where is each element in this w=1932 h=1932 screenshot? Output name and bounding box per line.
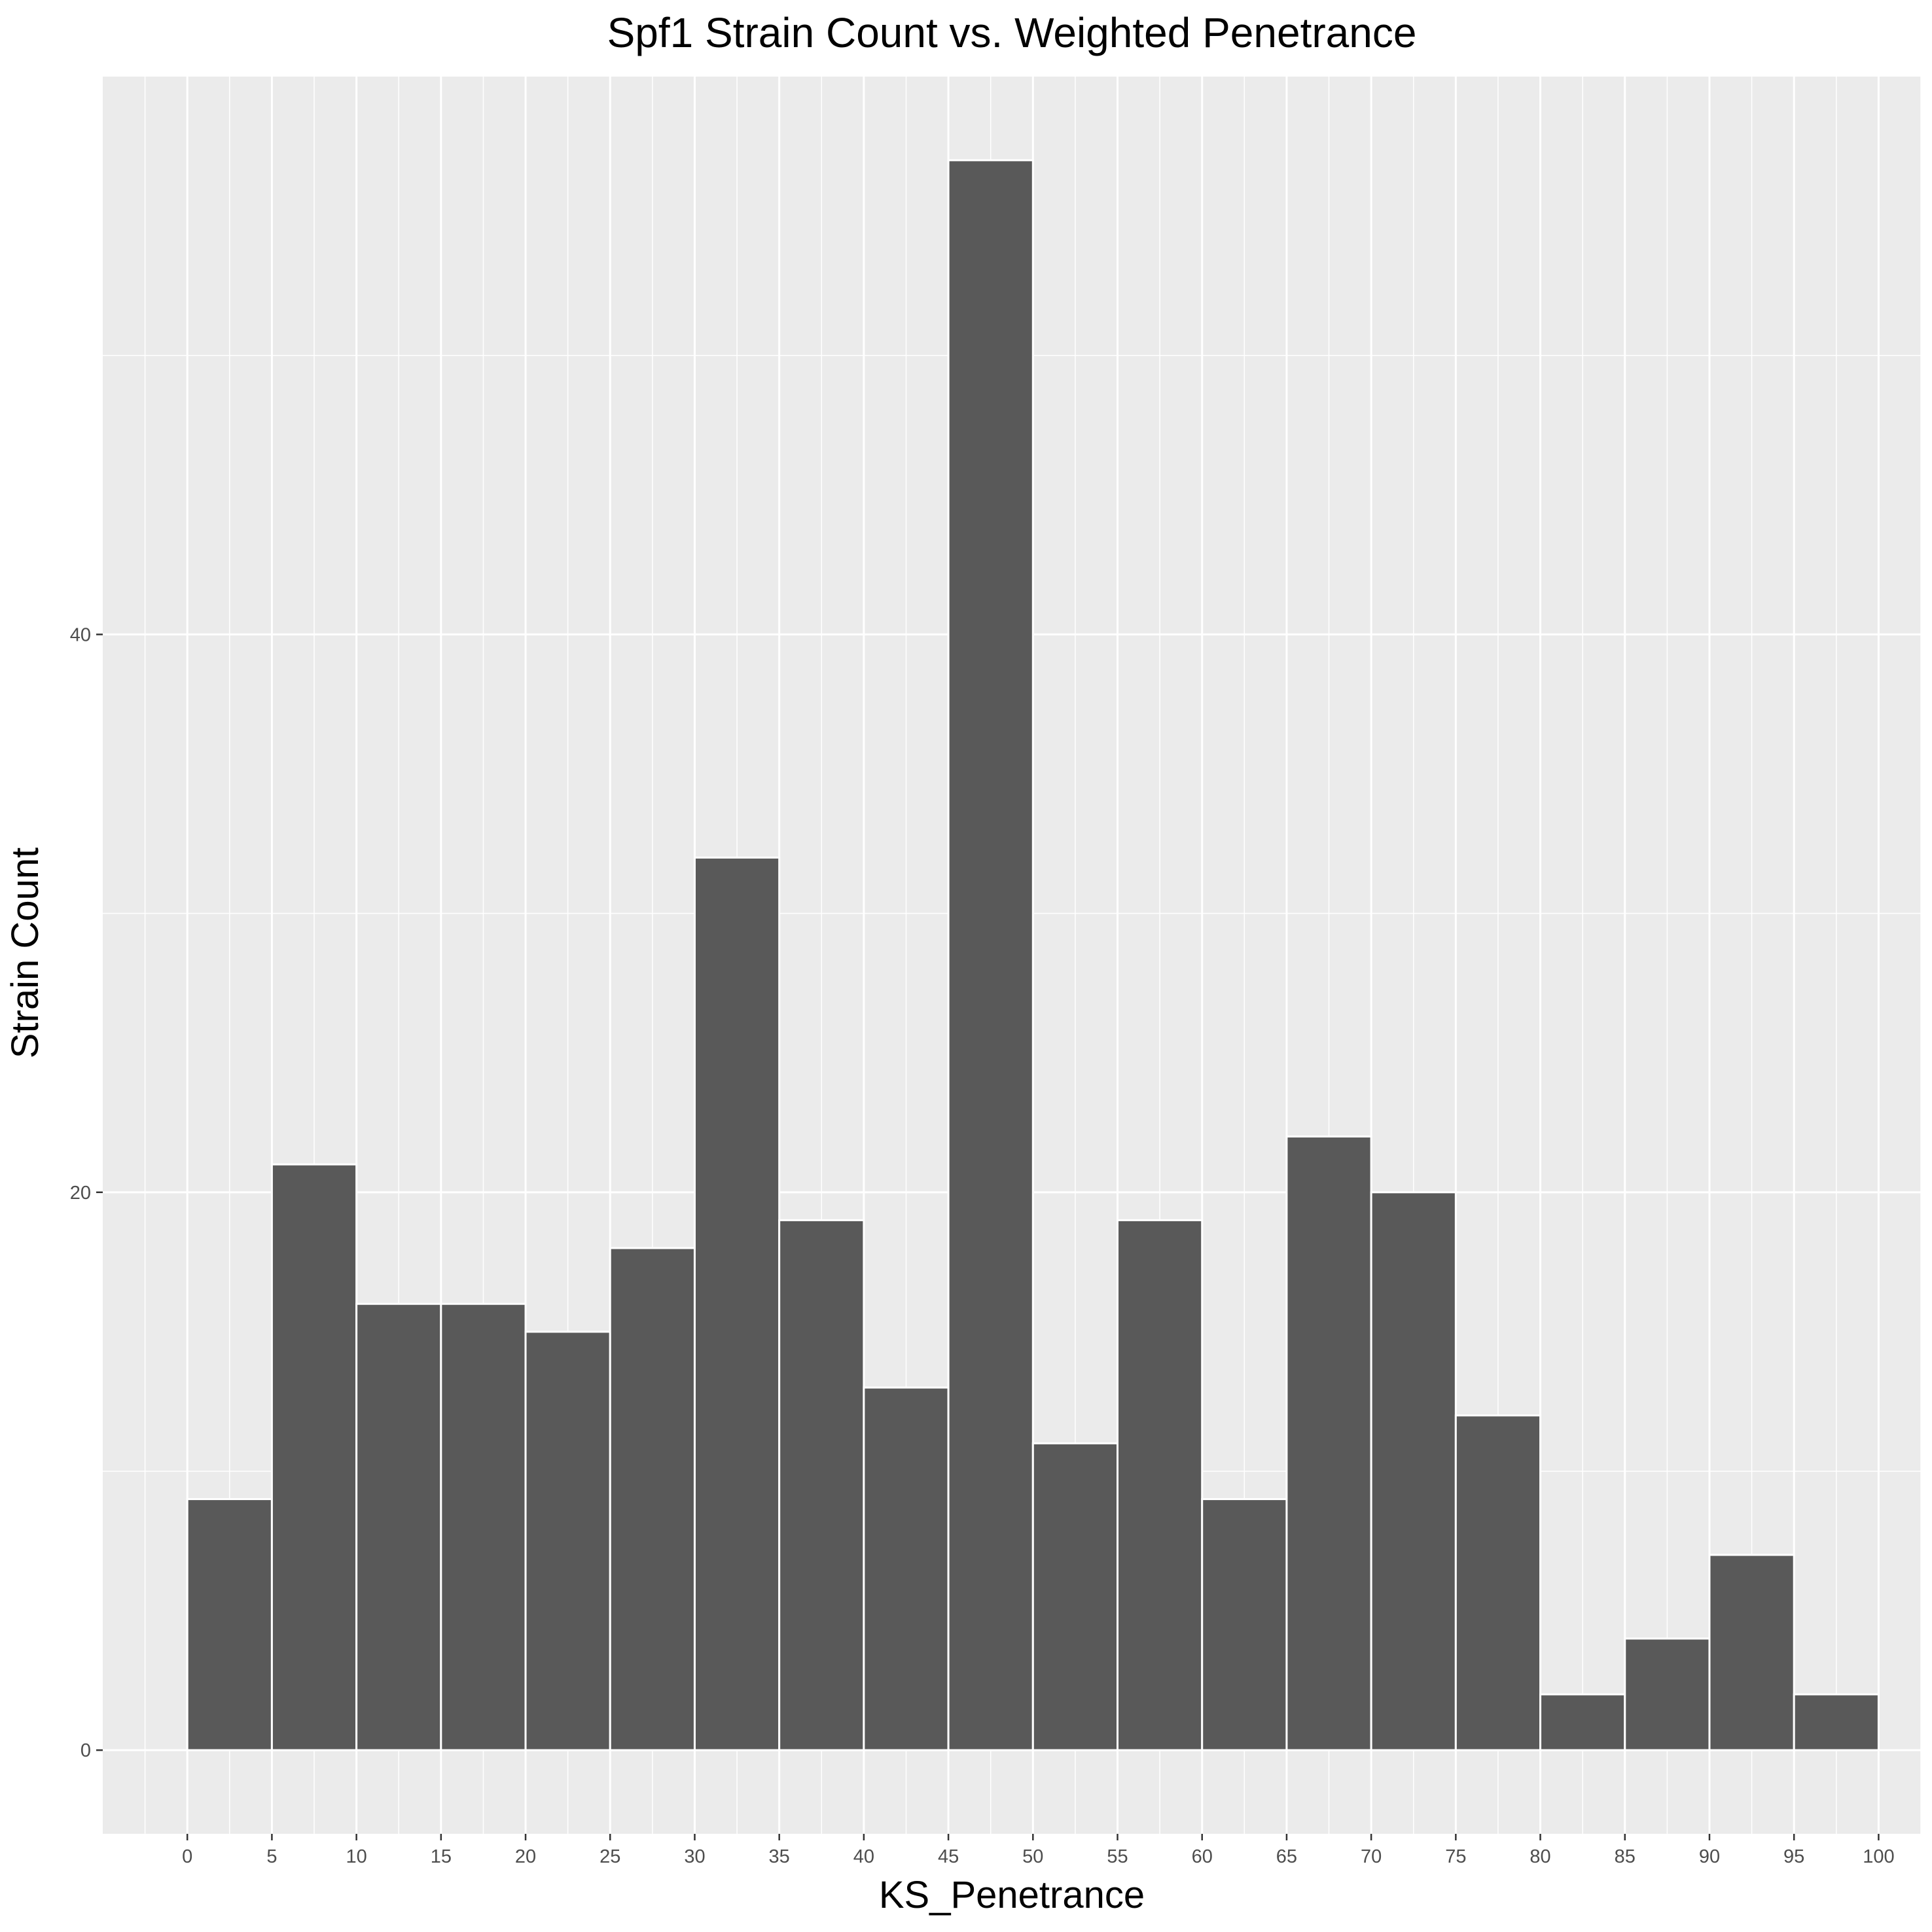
x-tick-label: 100 bbox=[1863, 1846, 1894, 1867]
histogram-bar bbox=[186, 1498, 273, 1751]
x-tick-label: 90 bbox=[1699, 1846, 1720, 1867]
histogram-bar bbox=[1201, 1498, 1288, 1751]
histogram-bar bbox=[1793, 1693, 1880, 1751]
x-tick-label: 50 bbox=[1022, 1846, 1043, 1867]
histogram-bar bbox=[1031, 1442, 1119, 1751]
histogram-bar bbox=[1285, 1136, 1372, 1751]
y-axis: 0 20 40 bbox=[70, 624, 103, 1761]
x-tick-label: 80 bbox=[1530, 1846, 1550, 1867]
x-tick-label: 40 bbox=[853, 1846, 874, 1867]
x-tick-label: 15 bbox=[431, 1846, 452, 1867]
histogram-bar bbox=[609, 1247, 696, 1751]
histogram-bars bbox=[186, 159, 1880, 1751]
histogram-bar bbox=[1454, 1414, 1542, 1751]
x-tick-label: 20 bbox=[515, 1846, 536, 1867]
histogram-bar bbox=[947, 159, 1034, 1751]
x-tick-label: 35 bbox=[769, 1846, 790, 1867]
x-tick-label: 95 bbox=[1783, 1846, 1804, 1867]
histogram-bar bbox=[1624, 1637, 1711, 1751]
histogram-bar bbox=[1539, 1693, 1626, 1751]
x-tick-label: 65 bbox=[1276, 1846, 1297, 1867]
y-tick-label: 0 bbox=[80, 1740, 91, 1761]
y-tick-label: 20 bbox=[70, 1183, 91, 1204]
histogram-bar bbox=[778, 1219, 865, 1751]
y-tick-label: 40 bbox=[70, 624, 91, 645]
histogram-bar bbox=[524, 1331, 611, 1751]
x-axis: 0 5 10 15 20 25 30 35 40 45 50 55 60 65 70 75 80 85 90 95 10… bbox=[182, 1834, 1895, 1867]
histogram-bar bbox=[1117, 1219, 1204, 1751]
x-tick-label: 55 bbox=[1107, 1846, 1128, 1867]
x-tick-label: 25 bbox=[599, 1846, 620, 1867]
x-tick-label: 70 bbox=[1361, 1846, 1382, 1867]
histogram-bar bbox=[863, 1386, 950, 1751]
x-tick-label: 5 bbox=[266, 1846, 277, 1867]
x-axis-title: KS_Penetrance bbox=[879, 1874, 1145, 1916]
histogram-bar bbox=[270, 1163, 358, 1751]
histogram-bar bbox=[1370, 1191, 1457, 1751]
x-tick-label: 85 bbox=[1615, 1846, 1636, 1867]
x-tick-label: 60 bbox=[1192, 1846, 1213, 1867]
x-tick-label: 45 bbox=[938, 1846, 959, 1867]
x-tick-label: 75 bbox=[1445, 1846, 1466, 1867]
x-tick-label: 0 bbox=[182, 1846, 192, 1867]
histogram-bar bbox=[693, 856, 781, 1751]
chart-title: Spf1 Strain Count vs. Weighted Penetranc… bbox=[607, 9, 1417, 56]
y-axis-title: Strain Count bbox=[4, 848, 46, 1058]
histogram-bar bbox=[355, 1302, 442, 1751]
x-tick-label: 10 bbox=[346, 1846, 367, 1867]
x-tick-label: 30 bbox=[684, 1846, 705, 1867]
histogram-bar bbox=[1708, 1554, 1795, 1751]
histogram-bar bbox=[440, 1302, 527, 1751]
